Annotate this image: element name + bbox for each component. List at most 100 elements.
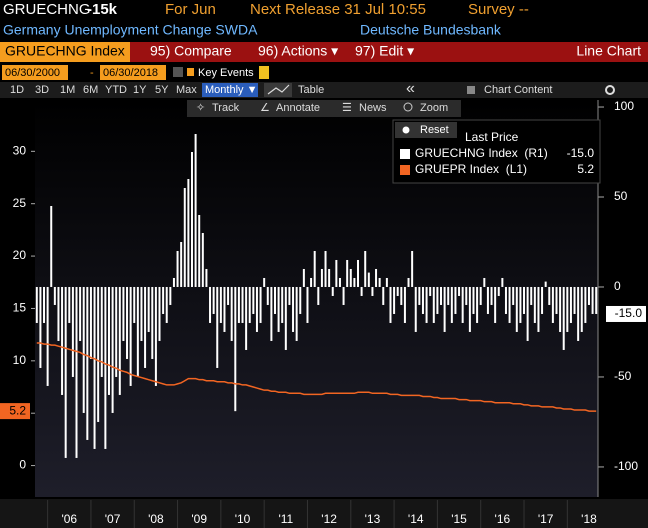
bar	[396, 286, 399, 296]
last-value-label: -15.0	[615, 306, 643, 320]
bar	[580, 286, 583, 332]
range-button[interactable]: 5Y	[155, 84, 169, 96]
range-button[interactable]: YTD	[105, 84, 127, 96]
date-box[interactable]	[100, 65, 166, 80]
bar	[35, 286, 38, 323]
bar	[263, 277, 266, 287]
x-axis-strip	[0, 499, 648, 528]
bar	[429, 286, 432, 296]
menu-button[interactable]: 95) Compare	[150, 43, 232, 59]
bar	[523, 286, 526, 314]
chart-type[interactable]: Line Chart	[576, 43, 641, 59]
range-bar	[0, 82, 648, 98]
range-button[interactable]: 6M	[83, 84, 98, 96]
start-date[interactable]: 06/30/2000	[5, 67, 60, 79]
bar	[302, 268, 305, 287]
key-events[interactable]: Key Events	[198, 67, 254, 79]
bar	[39, 286, 42, 368]
tool-button[interactable]: Annotate	[276, 102, 320, 114]
bar	[425, 286, 428, 323]
reset-label[interactable]: Reset	[420, 124, 449, 136]
menu-button[interactable]: 97) Edit ▾	[355, 43, 414, 59]
bar	[577, 286, 580, 341]
bar	[573, 286, 576, 314]
bar	[212, 286, 215, 314]
x-tick-label: '14	[408, 512, 424, 526]
bar	[371, 286, 374, 296]
bar	[494, 286, 497, 323]
range-button[interactable]: 1M	[60, 84, 75, 96]
security-box[interactable]	[0, 42, 130, 62]
range-button[interactable]: 1D	[10, 84, 24, 96]
content-icon	[467, 86, 475, 94]
frequency-box[interactable]	[202, 83, 258, 97]
settings-icon[interactable]	[605, 85, 615, 95]
frequency[interactable]: Monthly ▼	[205, 84, 257, 96]
bar	[476, 286, 479, 323]
bar	[335, 259, 338, 287]
menu-button[interactable]: 96) Actions ▾	[258, 43, 338, 59]
bar	[519, 286, 522, 323]
legend-label: GRUEPR Index (L1)	[415, 162, 527, 176]
bar	[569, 286, 572, 323]
tool-icon	[403, 102, 413, 112]
bar	[205, 268, 208, 287]
bar	[364, 250, 367, 287]
bar	[508, 286, 511, 323]
bar	[338, 277, 341, 287]
bar	[367, 272, 370, 287]
bar	[165, 286, 168, 323]
security[interactable]: GRUECHNG Index	[5, 43, 125, 59]
y-tick-label: 10	[13, 353, 27, 367]
bar	[436, 286, 439, 314]
bar	[223, 286, 226, 332]
bar	[111, 286, 114, 413]
end-date[interactable]: 06/30/2018	[103, 67, 158, 79]
bar	[172, 277, 175, 287]
bar	[443, 286, 446, 332]
tool-button[interactable]: Zoom	[420, 102, 448, 114]
y2-tick-label: -100	[614, 459, 638, 473]
bar	[169, 286, 172, 305]
chart-content[interactable]: Chart Content	[484, 84, 552, 96]
bar	[136, 286, 139, 377]
bar	[176, 250, 179, 287]
x-tick-label: '11	[278, 512, 293, 526]
reset-button[interactable]	[395, 122, 457, 138]
bar	[306, 286, 309, 323]
bar	[375, 268, 378, 287]
bar	[479, 286, 482, 305]
bar	[342, 286, 345, 305]
bar	[107, 286, 110, 395]
bar	[562, 286, 565, 350]
bar	[277, 286, 280, 332]
bar	[281, 286, 284, 323]
tool-button[interactable]: News	[359, 102, 387, 114]
bar	[584, 286, 587, 323]
bar	[227, 286, 230, 305]
range-button[interactable]: Max	[176, 84, 197, 96]
range-button[interactable]: 3D	[35, 84, 49, 96]
y2-tick-label: 0	[614, 279, 621, 293]
bar	[259, 286, 262, 323]
bar	[64, 286, 67, 458]
bar	[237, 286, 240, 323]
date-box[interactable]	[2, 65, 68, 80]
bar	[551, 286, 554, 323]
x-tick-label: '13	[365, 512, 381, 526]
bar	[497, 286, 500, 296]
y2-tick-label: -50	[614, 369, 632, 383]
bar	[209, 286, 212, 323]
table-button[interactable]: Table	[298, 84, 324, 96]
bar	[418, 286, 421, 305]
checkbox[interactable]	[173, 67, 183, 77]
info-icon[interactable]	[259, 66, 269, 79]
last-value-label: 5.2	[9, 403, 26, 417]
line	[36, 342, 597, 412]
tool-button[interactable]: Track	[212, 102, 240, 114]
collapse-icon[interactable]: «	[406, 80, 415, 97]
bar	[288, 286, 291, 305]
range-button[interactable]: 1Y	[133, 84, 147, 96]
bar	[483, 277, 486, 287]
bar	[432, 286, 435, 323]
